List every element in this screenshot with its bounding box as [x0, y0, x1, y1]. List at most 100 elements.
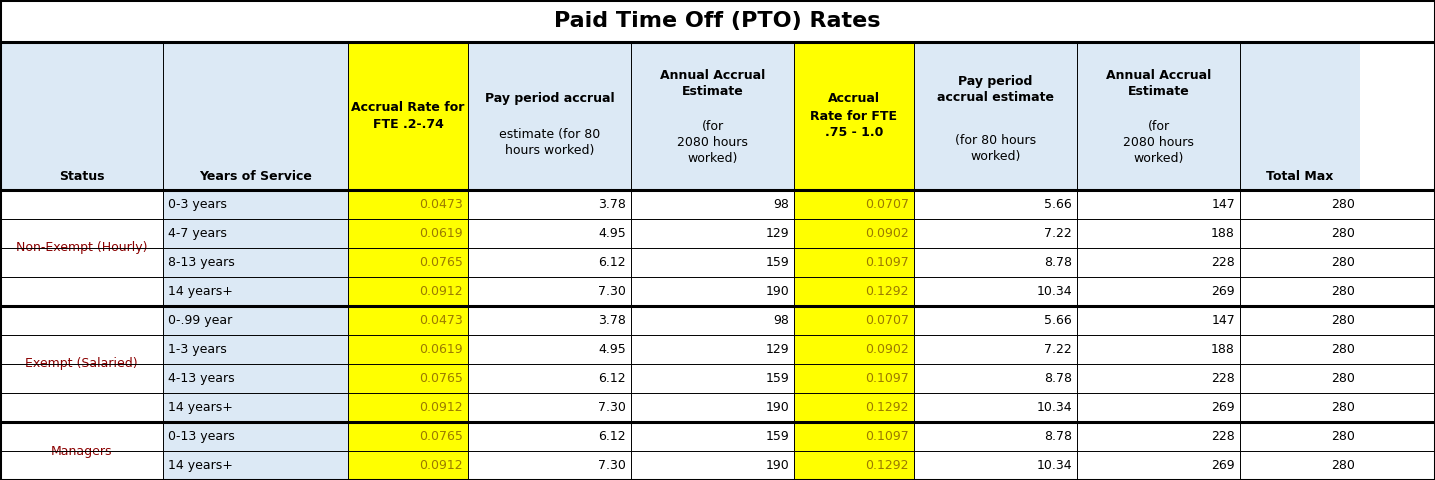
Bar: [349, 248, 468, 277]
Bar: [1078, 42, 1240, 190]
Text: 98: 98: [773, 314, 789, 327]
Bar: [1078, 393, 1240, 422]
Text: 8.78: 8.78: [1045, 256, 1072, 269]
Bar: [468, 219, 631, 248]
Text: 14 years+: 14 years+: [168, 401, 232, 414]
Text: 4.95: 4.95: [598, 227, 626, 240]
Text: 0.0765: 0.0765: [419, 372, 464, 385]
Text: Pay period accrual: Pay period accrual: [485, 92, 614, 105]
Bar: [794, 364, 914, 393]
Text: 14 years+: 14 years+: [168, 459, 232, 472]
Bar: [914, 190, 1078, 219]
Text: 0.0765: 0.0765: [419, 430, 464, 443]
Bar: [468, 451, 631, 480]
Bar: [1078, 364, 1240, 393]
Bar: [349, 42, 468, 190]
Text: 269: 269: [1211, 285, 1236, 298]
Text: (for 80 hours
worked): (for 80 hours worked): [954, 134, 1036, 163]
Text: Accrual
Rate for FTE
.75 - 1.0: Accrual Rate for FTE .75 - 1.0: [811, 93, 897, 140]
Bar: [0, 0, 1435, 42]
Text: 0.1292: 0.1292: [865, 285, 908, 298]
Bar: [349, 190, 468, 219]
Text: (for
2080 hours
worked): (for 2080 hours worked): [677, 120, 748, 165]
Bar: [631, 190, 794, 219]
Bar: [631, 42, 794, 190]
Bar: [1240, 306, 1360, 335]
Bar: [468, 190, 631, 219]
Text: 280: 280: [1332, 285, 1355, 298]
Text: 0.1097: 0.1097: [865, 372, 908, 385]
Text: 190: 190: [765, 285, 789, 298]
Bar: [349, 451, 468, 480]
Bar: [914, 306, 1078, 335]
Text: (for
2080 hours
worked): (for 2080 hours worked): [1124, 120, 1194, 165]
Text: 159: 159: [765, 430, 789, 443]
Text: 228: 228: [1211, 372, 1236, 385]
Bar: [794, 335, 914, 364]
Text: 228: 228: [1211, 430, 1236, 443]
Text: 7.30: 7.30: [598, 401, 626, 414]
Text: 6.12: 6.12: [598, 372, 626, 385]
Bar: [914, 248, 1078, 277]
Bar: [1240, 364, 1360, 393]
Text: 129: 129: [765, 227, 789, 240]
Text: 0.1097: 0.1097: [865, 256, 908, 269]
Text: 0.0912: 0.0912: [419, 401, 464, 414]
Text: 0-.99 year: 0-.99 year: [168, 314, 232, 327]
Text: 280: 280: [1332, 459, 1355, 472]
Text: 0.0619: 0.0619: [419, 343, 464, 356]
Text: 269: 269: [1211, 401, 1236, 414]
Text: Years of Service: Years of Service: [199, 169, 311, 182]
Bar: [631, 422, 794, 451]
Bar: [1240, 393, 1360, 422]
Bar: [468, 277, 631, 306]
Bar: [1078, 335, 1240, 364]
Bar: [468, 248, 631, 277]
Text: 0.0473: 0.0473: [419, 314, 464, 327]
Text: 5.66: 5.66: [1045, 314, 1072, 327]
Bar: [164, 364, 349, 393]
Text: 129: 129: [765, 343, 789, 356]
Bar: [631, 364, 794, 393]
Bar: [164, 219, 349, 248]
Bar: [914, 277, 1078, 306]
Bar: [349, 335, 468, 364]
Text: estimate (for 80
hours worked): estimate (for 80 hours worked): [499, 128, 600, 157]
Text: 10.34: 10.34: [1036, 285, 1072, 298]
Text: 280: 280: [1332, 314, 1355, 327]
Bar: [468, 422, 631, 451]
Text: 1-3 years: 1-3 years: [168, 343, 227, 356]
Text: Managers: Managers: [50, 444, 112, 457]
Bar: [1078, 219, 1240, 248]
Text: 6.12: 6.12: [598, 430, 626, 443]
Bar: [349, 393, 468, 422]
Text: 8.78: 8.78: [1045, 430, 1072, 443]
Text: Status: Status: [59, 169, 105, 182]
Bar: [164, 42, 349, 190]
Bar: [794, 306, 914, 335]
Text: Accrual Rate for
FTE .2-.74: Accrual Rate for FTE .2-.74: [352, 101, 465, 131]
Bar: [631, 335, 794, 364]
Bar: [631, 277, 794, 306]
Bar: [0, 422, 164, 480]
Text: 280: 280: [1332, 343, 1355, 356]
Bar: [468, 306, 631, 335]
Text: 280: 280: [1332, 227, 1355, 240]
Text: Pay period
accrual estimate: Pay period accrual estimate: [937, 75, 1053, 104]
Bar: [1078, 451, 1240, 480]
Bar: [349, 277, 468, 306]
Text: 0-3 years: 0-3 years: [168, 198, 227, 211]
Text: 280: 280: [1332, 198, 1355, 211]
Bar: [1240, 190, 1360, 219]
Text: 147: 147: [1211, 314, 1236, 327]
Bar: [631, 219, 794, 248]
Bar: [1078, 190, 1240, 219]
Bar: [468, 364, 631, 393]
Bar: [0, 190, 164, 306]
Text: 0.0912: 0.0912: [419, 459, 464, 472]
Bar: [1078, 306, 1240, 335]
Text: 7.22: 7.22: [1045, 343, 1072, 356]
Text: Total Max: Total Max: [1266, 169, 1333, 182]
Bar: [164, 277, 349, 306]
Text: 269: 269: [1211, 459, 1236, 472]
